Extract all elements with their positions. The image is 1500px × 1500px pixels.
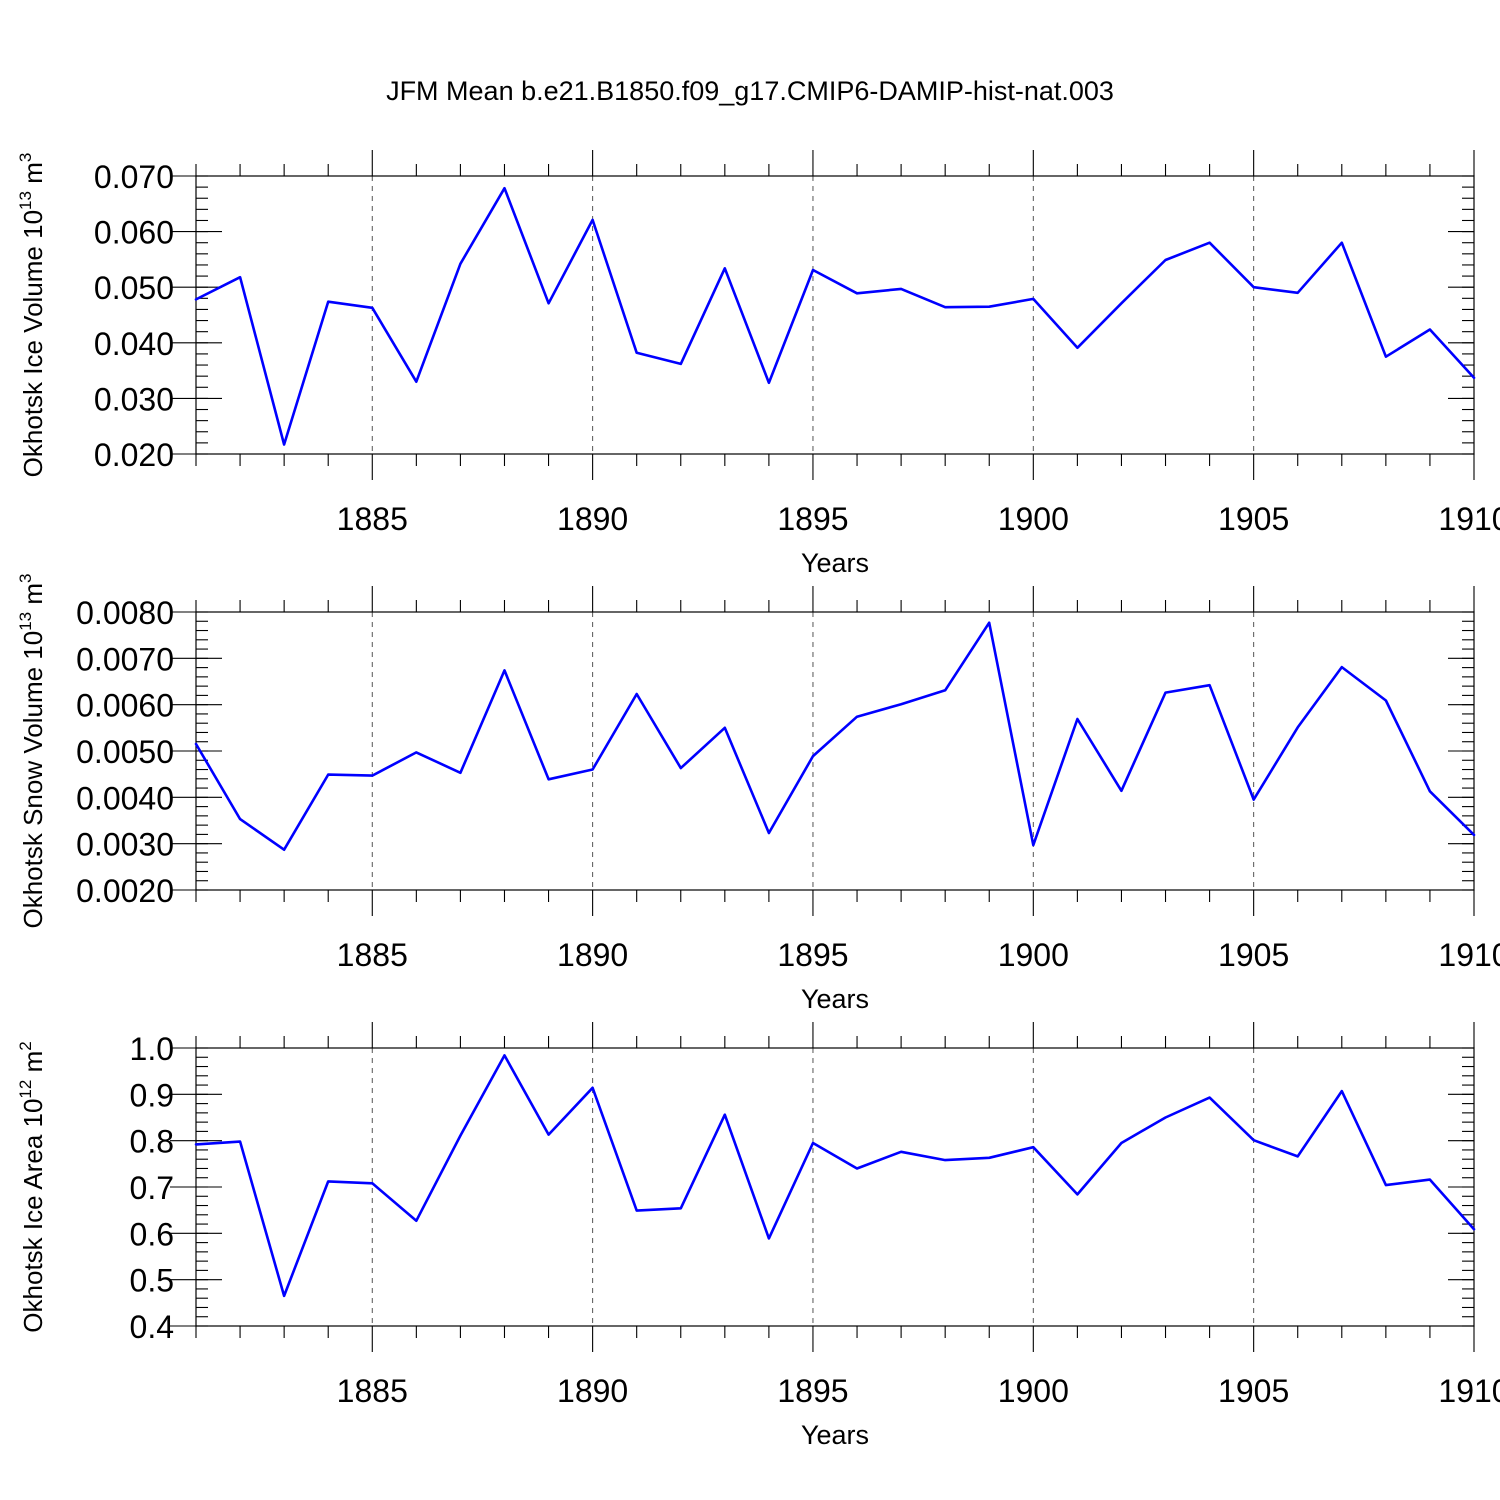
x-tick-label: 1900 <box>998 1373 1069 1409</box>
data-series-line <box>194 186 1476 446</box>
y-tick-label: 0.0040 <box>76 780 174 816</box>
y-tick-label: 0.6 <box>130 1216 174 1252</box>
data-series-line <box>194 621 1476 852</box>
ice-volume-panel: 0.020 0.030 0.040 0.050 0.060 0.070 1885 1890 18… <box>16 150 1500 578</box>
data-series-line <box>194 1054 1476 1298</box>
plot-frame <box>195 175 1475 455</box>
x-tick-label: 1905 <box>1218 501 1289 537</box>
x-axis-label: Years <box>801 1420 869 1450</box>
x-tick-label: 1905 <box>1218 1373 1289 1409</box>
y-tick-label: 0.020 <box>94 437 174 473</box>
y-tick-label: 1.0 <box>130 1031 174 1067</box>
y-tick-label: 0.7 <box>130 1170 174 1206</box>
x-tick-label: 1895 <box>777 1373 848 1409</box>
ice-area-panel: 0.4 0.5 0.6 0.7 0.8 0.9 1.0 1885 1890 1895 1900 190… <box>16 1022 1500 1450</box>
y-tick-label: 0.0020 <box>76 873 174 909</box>
y-tick-label: 0.8 <box>130 1124 174 1160</box>
y-tick-label: 0.0050 <box>76 734 174 770</box>
y-axis-label: Okhotsk Ice Volume 1013 m3 <box>16 153 48 478</box>
x-tick-label: 1905 <box>1218 937 1289 973</box>
y-axis-label: Okhotsk Snow Volume 1013 m3 <box>16 574 48 929</box>
y-tick-label: 0.050 <box>94 270 174 306</box>
x-tick-label: 1900 <box>998 501 1069 537</box>
y-tick-label: 0.040 <box>94 326 174 362</box>
x-tick-label: 1885 <box>337 937 408 973</box>
x-axis-label: Years <box>801 984 869 1014</box>
x-tick-label: 1885 <box>337 501 408 537</box>
x-tick-label: 1885 <box>337 1373 408 1409</box>
x-tick-label: 1910 <box>1438 937 1500 973</box>
x-tick-label: 1895 <box>777 501 848 537</box>
y-tick-label: 0.0030 <box>76 827 174 863</box>
x-tick-label: 1895 <box>777 937 848 973</box>
x-axis-label: Years <box>801 548 869 578</box>
x-tick-label: 1890 <box>557 501 628 537</box>
chart-title: JFM Mean b.e21.B1850.f09_g17.CMIP6-DAMIP… <box>386 76 1114 106</box>
y-tick-label: 0.4 <box>130 1309 174 1345</box>
x-tick-label: 1890 <box>557 1373 628 1409</box>
x-tick-label: 1910 <box>1438 501 1500 537</box>
y-tick-label: 0.030 <box>94 381 174 417</box>
plot-frame <box>195 1047 1475 1327</box>
y-tick-label: 0.9 <box>130 1077 174 1113</box>
x-tick-label: 1910 <box>1438 1373 1500 1409</box>
y-tick-label: 0.0060 <box>76 688 174 724</box>
snow-volume-panel: 0.0020 0.0030 0.0040 0.0050 0.0060 0.0070 0.00… <box>16 574 1500 1015</box>
y-tick-label: 0.070 <box>94 159 174 195</box>
plot-frame <box>195 611 1475 891</box>
y-tick-label: 0.0080 <box>76 595 174 631</box>
y-tick-label: 0.5 <box>130 1263 174 1299</box>
x-tick-label: 1890 <box>557 937 628 973</box>
y-tick-label: 0.060 <box>94 215 174 251</box>
y-tick-label: 0.0070 <box>76 641 174 677</box>
x-tick-label: 1900 <box>998 937 1069 973</box>
y-axis-label: Okhotsk Ice Area 1012 m2 <box>16 1041 48 1332</box>
